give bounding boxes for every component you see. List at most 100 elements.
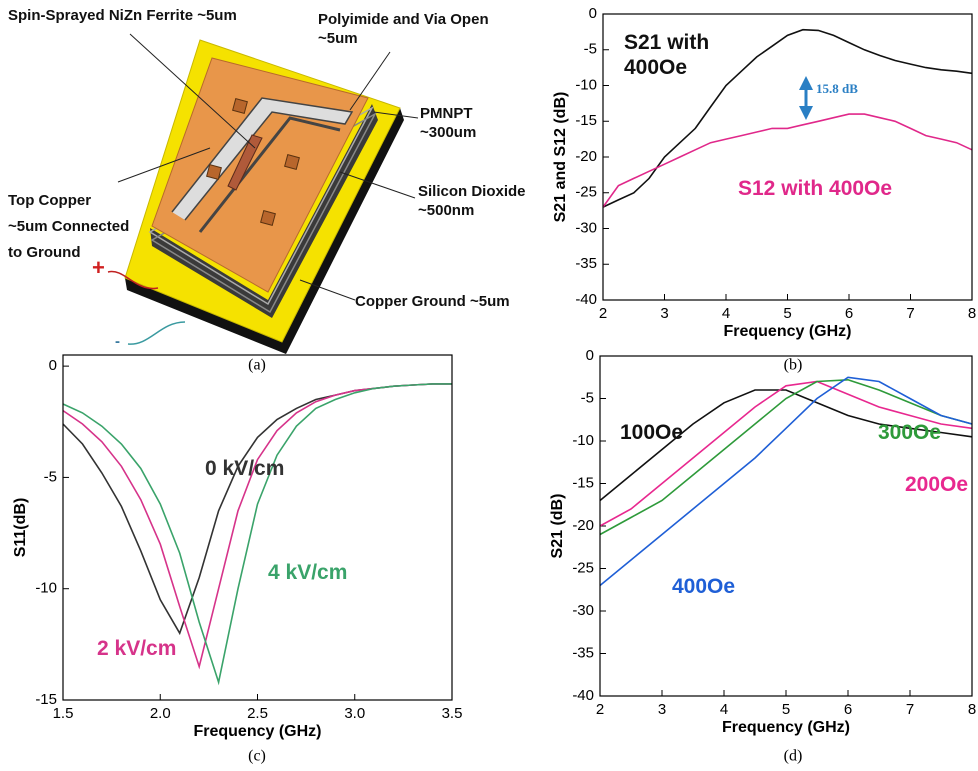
leader-line — [349, 51, 391, 111]
plot-frame — [602, 13, 973, 301]
x-tick-label: 2.5 — [247, 705, 268, 722]
y-tick-label: -40 — [575, 291, 597, 308]
leader-line — [339, 171, 416, 199]
leader-line — [129, 33, 256, 149]
series-line — [599, 380, 973, 527]
y-tick-label: -20 — [575, 148, 597, 165]
leader-line — [373, 111, 419, 119]
y-tick-label: -10 — [35, 580, 57, 597]
series-label: 4 kV/cm — [268, 561, 348, 584]
x-tick-label: 1.5 — [53, 705, 74, 722]
x-tick-label: 2 — [596, 701, 604, 718]
leader-line — [299, 279, 356, 301]
diagram-label: + — [92, 255, 105, 280]
arrow-head — [799, 76, 813, 90]
series-line — [62, 383, 452, 670]
series-label: S21 with 400Oe — [624, 31, 710, 79]
caption: (d) — [784, 748, 803, 765]
series-line — [62, 383, 452, 636]
series-label: 200Oe — [905, 473, 969, 496]
series-label: 300Oe — [878, 421, 942, 444]
diagram-label: Spin-Sprayed NiZn Ferrite ~5um — [8, 7, 237, 24]
y-tick-label: -15 — [572, 474, 594, 491]
x-tick-label: 2.0 — [150, 705, 171, 722]
diagram-label: Copper Ground ~5um — [355, 293, 510, 310]
diagram-label: Silicon Dioxide ~500nm — [418, 183, 526, 219]
x-tick-label: 6 — [844, 701, 852, 718]
x-axis-label: Frequency (GHz) — [193, 723, 321, 740]
x-tick-label: 4 — [720, 701, 728, 718]
y-tick-label: -10 — [572, 432, 594, 449]
x-tick-label: 8 — [968, 305, 976, 322]
device-diagram: (a) — [107, 33, 419, 374]
y-tick-label: -30 — [575, 219, 597, 236]
x-axis-label: Frequency (GHz) — [723, 323, 851, 340]
signal-trace — [171, 97, 354, 221]
caption: (b) — [784, 357, 803, 374]
y-tick-label: -25 — [572, 559, 594, 576]
annotation: 15.8 dB — [816, 81, 858, 96]
x-tick-label: 3.0 — [344, 705, 365, 722]
x-tick-label: 5 — [783, 305, 791, 322]
via — [206, 164, 222, 180]
series-line — [602, 28, 973, 208]
caption: (a) — [248, 357, 266, 374]
layers — [150, 104, 378, 318]
wire-negative — [127, 321, 186, 345]
y-tick-label: -5 — [584, 41, 597, 58]
x-tick-label: 3 — [658, 701, 666, 718]
y-tick-label: -10 — [575, 76, 597, 93]
y-tick-label: 0 — [49, 357, 57, 374]
y-tick-label: -15 — [575, 112, 597, 129]
via — [284, 154, 300, 170]
series-label: 100Oe — [620, 421, 684, 444]
diagram-label: - — [115, 333, 120, 350]
x-tick-label: 3 — [660, 305, 668, 322]
y-tick-label: -5 — [581, 389, 594, 406]
y-tick-label: -25 — [575, 184, 597, 201]
y-axis-label: S21 and S12 (dB) — [552, 92, 569, 223]
x-tick-label: 6 — [845, 305, 853, 322]
x-tick-label: 2 — [599, 305, 607, 322]
y-tick-label: -20 — [572, 517, 594, 534]
x-tick-label: 7 — [906, 305, 914, 322]
diagram-label: PMNPT ~300um — [420, 105, 477, 141]
y-axis-label: S11(dB) — [12, 498, 29, 558]
caption: (c) — [248, 748, 266, 765]
y-tick-label: 0 — [589, 5, 597, 22]
series-line — [599, 376, 973, 587]
arrow-head — [799, 106, 813, 120]
trace-edge — [198, 116, 341, 233]
x-axis-label: Frequency (GHz) — [722, 719, 850, 736]
y-tick-label: -5 — [44, 468, 57, 485]
x-tick-label: 4 — [722, 305, 730, 322]
series-line — [62, 383, 452, 686]
y-tick-label: 0 — [586, 347, 594, 364]
y-axis-label: S21 (dB) — [549, 494, 566, 559]
x-tick-label: 7 — [906, 701, 914, 718]
y-tick-label: -30 — [572, 602, 594, 619]
x-tick-label: 5 — [782, 701, 790, 718]
leader-line — [117, 147, 211, 183]
diagram-label: Polyimide and Via Open ~5um — [318, 11, 489, 47]
series-line — [602, 113, 973, 208]
series-label: 0 kV/cm — [205, 457, 285, 480]
series-label: S12 with 400Oe — [738, 177, 893, 200]
y-tick-label: -15 — [35, 691, 57, 708]
wire-positive — [107, 270, 159, 290]
y-tick-label: -35 — [572, 644, 594, 661]
ferrite — [227, 134, 263, 191]
series-label: 2 kV/cm — [97, 637, 177, 660]
series-label: 400Oe — [672, 575, 736, 598]
y-tick-label: -35 — [575, 255, 597, 272]
via — [232, 98, 248, 114]
diagram-label: Top Copper ~5um Connected to Ground — [8, 192, 130, 261]
series-line — [599, 378, 973, 536]
via — [260, 210, 276, 226]
plot-frame — [599, 355, 973, 697]
x-tick-label: 3.5 — [442, 705, 463, 722]
y-tick-label: -40 — [572, 687, 594, 704]
series-line — [599, 389, 973, 502]
